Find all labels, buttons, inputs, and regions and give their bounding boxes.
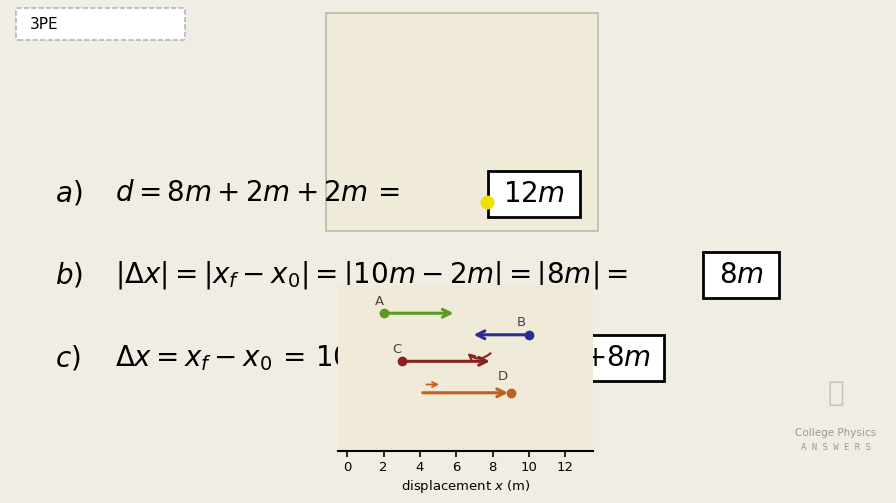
Text: $8m$: $8m$ [719, 261, 763, 289]
Text: $b)$: $b)$ [55, 261, 83, 290]
X-axis label: displacement $x$ (m): displacement $x$ (m) [401, 478, 530, 495]
Text: A N S W E R S: A N S W E R S [801, 444, 871, 453]
Text: $|\Delta x| = |x_f - x_0| = |10m - 2m| = |8m| =$: $|\Delta x| = |x_f - x_0| = |10m - 2m| =… [115, 259, 628, 291]
Text: B: B [516, 316, 525, 329]
FancyBboxPatch shape [488, 171, 580, 217]
Text: College Physics: College Physics [796, 428, 876, 438]
Text: C: C [392, 343, 402, 356]
FancyBboxPatch shape [703, 252, 779, 298]
Text: $c)$: $c)$ [55, 344, 81, 373]
Text: A: A [375, 295, 383, 308]
FancyBboxPatch shape [570, 335, 664, 381]
Text: D: D [498, 370, 508, 382]
Text: $d = 8m + 2m + 2m\,=$: $d = 8m + 2m + 2m\,=$ [115, 179, 401, 207]
FancyBboxPatch shape [326, 13, 598, 231]
Text: 3PE: 3PE [30, 17, 58, 32]
Text: $12m$: $12m$ [503, 180, 565, 208]
Text: $+8m$: $+8m$ [583, 344, 651, 372]
Text: $\Delta x = x_f - x_0 \,=\, 10m - 2m =$: $\Delta x = x_f - x_0 \,=\, 10m - 2m =$ [115, 343, 484, 373]
Text: 🎓: 🎓 [828, 379, 844, 407]
Text: $a)$: $a)$ [55, 179, 82, 208]
FancyBboxPatch shape [16, 8, 185, 40]
